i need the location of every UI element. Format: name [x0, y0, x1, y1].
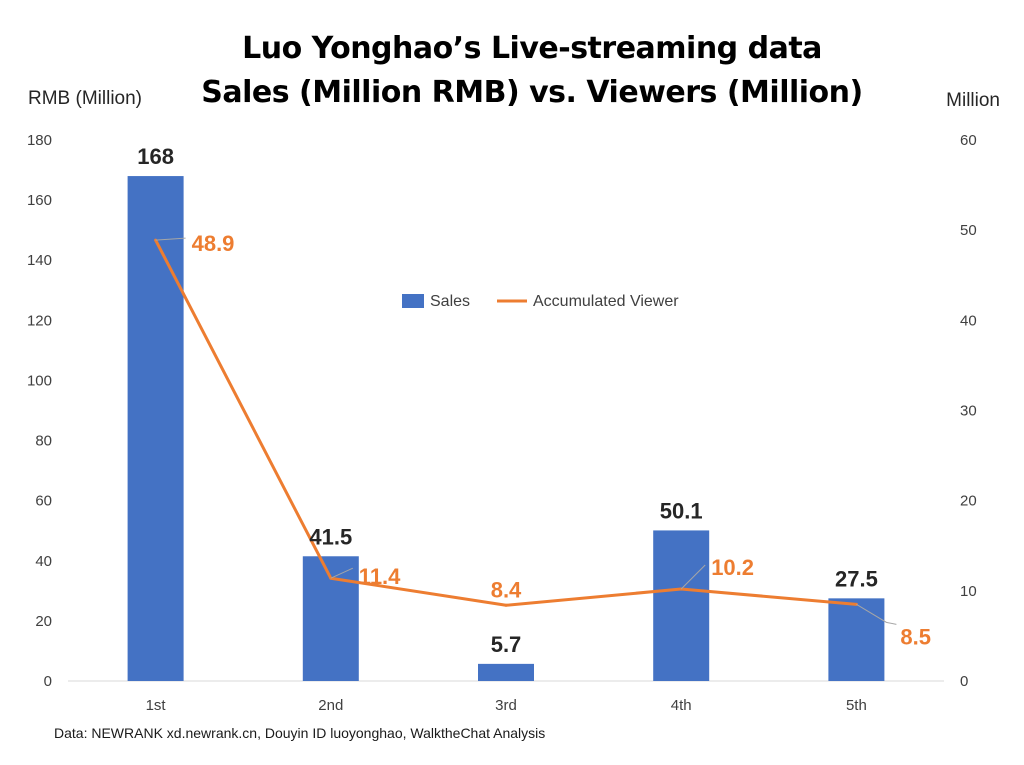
bar-sales-1st — [127, 176, 184, 682]
y-left-tick-label: 40 — [35, 553, 52, 570]
y-left-tick-label: 180 — [27, 132, 52, 149]
chart-title-line2: Sales (Million RMB) vs. Viewers (Million… — [201, 75, 862, 110]
line-label-viewer: 11.4 — [359, 564, 401, 589]
bar-label-sales: 41.5 — [309, 524, 352, 549]
legend-sales-swatch — [402, 294, 424, 308]
line-accumulated-viewer — [154, 239, 857, 607]
y-left-tick-label: 160 — [27, 192, 52, 209]
line-label-leader — [155, 237, 186, 241]
y-right-tick-label: 30 — [960, 403, 977, 420]
bar-sales-5th — [828, 598, 885, 681]
y-right-tick-label: 50 — [960, 222, 977, 239]
line-data-labels: 48.9 11.4 8.4 10.2 8.5 — [155, 231, 931, 649]
y-left-tick-label: 60 — [35, 493, 52, 510]
y-left-tick-label: 100 — [27, 372, 52, 389]
chart-title-line1: Luo Yonghao’s Live-streaming data — [242, 31, 822, 66]
line-label-leader — [330, 567, 354, 579]
y-right-tick-label: 10 — [960, 583, 977, 600]
y-right-ticks: 0 10 20 30 40 50 60 — [960, 132, 977, 690]
line-label-viewer: 8.4 — [491, 577, 522, 602]
x-ticks: 1st 2nd 3rd 4th 5th — [146, 697, 867, 714]
y-left-tick-label: 20 — [35, 613, 52, 630]
line-series-accumulated-viewer — [154, 238, 858, 607]
line-label-viewer: 8.5 — [900, 624, 931, 649]
line-label-viewer: 10.2 — [711, 555, 754, 580]
bar-data-labels: 168 41.5 5.7 50.1 27.5 — [137, 144, 878, 657]
bar-label-sales: 168 — [137, 144, 174, 169]
legend-viewer-label: Accumulated Viewer — [533, 293, 679, 310]
bar-sales-4th — [653, 530, 710, 681]
x-tick-label: 4th — [671, 697, 692, 714]
bar-label-sales: 50.1 — [660, 498, 703, 523]
bar-label-sales: 27.5 — [835, 566, 878, 591]
bar-label-sales: 5.7 — [491, 632, 522, 657]
bar-sales-3rd — [478, 663, 534, 681]
x-tick-label: 1st — [146, 697, 167, 714]
y-left-tick-label: 140 — [27, 252, 52, 269]
y-right-tick-label: 20 — [960, 493, 977, 510]
y-left-axis-label: RMB (Million) — [28, 88, 142, 109]
line-label-leader — [856, 603, 897, 625]
y-left-ticks: 0 20 40 60 80 100 120 140 160 180 — [27, 132, 52, 690]
y-right-tick-label: 60 — [960, 132, 977, 149]
x-tick-label: 2nd — [318, 697, 343, 714]
y-left-tick-label: 80 — [35, 433, 52, 450]
line-label-viewer: 48.9 — [192, 231, 235, 256]
x-tick-label: 5th — [846, 697, 867, 714]
y-right-axis-label: Million — [946, 90, 1000, 111]
y-right-tick-label: 0 — [960, 673, 968, 690]
y-right-tick-label: 40 — [960, 312, 977, 329]
legend: Sales Accumulated Viewer — [402, 293, 679, 310]
line-label-leader — [680, 564, 706, 590]
y-left-tick-label: 120 — [27, 312, 52, 329]
line-point-viewer-3rd — [504, 603, 508, 607]
legend-sales-label: Sales — [430, 293, 470, 310]
y-left-tick-label: 0 — [44, 673, 52, 690]
source-note: Data: NEWRANK xd.newrank.cn, Douyin ID l… — [54, 725, 545, 741]
x-tick-label: 3rd — [495, 697, 517, 714]
